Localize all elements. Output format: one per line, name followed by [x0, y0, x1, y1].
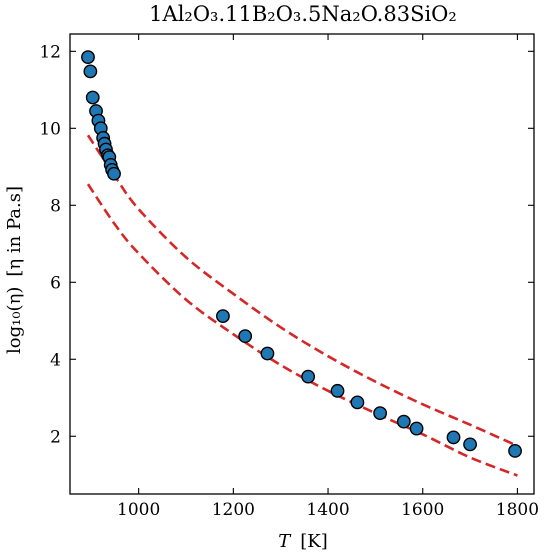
- data-point: [330, 383, 345, 398]
- y-axis-main: log₁₀(η): [4, 287, 25, 354]
- y-tick-label: 6: [50, 273, 61, 293]
- plot-frame: [69, 33, 535, 495]
- chart-title: 1Al₂O₃.11B₂O₃.5Na₂O.83SiO₂: [149, 2, 457, 26]
- data-point: [81, 50, 95, 64]
- data-point: [107, 166, 121, 181]
- x-axis-label: T [K]: [278, 531, 328, 552]
- upper-band-line: [86, 134, 518, 448]
- data-point: [350, 395, 365, 410]
- data-point: [396, 414, 411, 429]
- data-point: [85, 90, 100, 105]
- data-point: [463, 437, 477, 452]
- points-layer: [81, 50, 522, 458]
- ticks-layer: 1000 1200 1400 1600 1800 2 4 6 8 10 12: [39, 34, 539, 520]
- data-point: [373, 406, 388, 421]
- y-tick-label: 12: [39, 42, 61, 62]
- y-tick-label: 2: [50, 427, 61, 447]
- y-tick-label: 10: [39, 119, 61, 139]
- y-axis-label: log₁₀(η) [η in Pa.s]: [4, 186, 25, 354]
- x-tick-label: 1800: [496, 500, 539, 520]
- y-tick-label: 4: [50, 350, 61, 370]
- lower-band-line: [86, 183, 518, 477]
- data-point: [409, 421, 424, 436]
- x-tick-label: 1600: [401, 500, 444, 520]
- data-point: [260, 346, 275, 361]
- data-point: [83, 64, 98, 79]
- y-tick-label: 8: [50, 196, 61, 216]
- x-axis-unit: [K]: [300, 531, 328, 552]
- x-tick-label: 1400: [306, 500, 349, 520]
- y-axis-unit-prefix: [η: [4, 259, 25, 277]
- data-point: [216, 309, 230, 324]
- data-point: [301, 369, 316, 384]
- data-point: [238, 329, 253, 344]
- bands-layer: [86, 134, 518, 477]
- x-axis-symbol: T: [278, 531, 292, 552]
- x-tick-label: 1200: [212, 500, 255, 520]
- x-tick-label: 1000: [117, 500, 160, 520]
- data-point: [446, 430, 461, 445]
- data-point: [508, 443, 522, 458]
- y-axis-unit-suffix: in Pa.s]: [4, 186, 25, 259]
